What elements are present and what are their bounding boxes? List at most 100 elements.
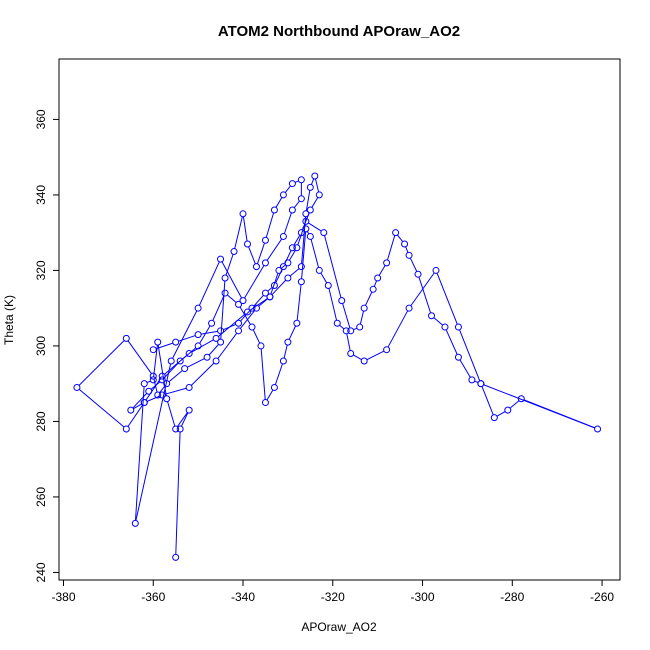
- data-point: [185, 406, 193, 414]
- series-segment: [353, 327, 358, 331]
- data-point: [235, 300, 243, 308]
- series-segment: [284, 185, 291, 193]
- data-point: [158, 372, 166, 380]
- data-point: [302, 225, 310, 233]
- data-point: [158, 376, 166, 384]
- x-axis-label: APOraw_AO2: [301, 620, 377, 634]
- series-segment: [271, 279, 287, 296]
- series-segment: [260, 348, 266, 400]
- data-point: [149, 372, 157, 380]
- data-point: [297, 195, 305, 203]
- series-segment: [387, 310, 409, 348]
- data-point: [176, 357, 184, 365]
- x-tick-label: -280: [500, 590, 524, 604]
- data-point: [517, 395, 525, 403]
- series-segment: [201, 330, 218, 335]
- series-segment: [275, 269, 283, 284]
- x-tick-label: -340: [231, 590, 255, 604]
- series-segment: [405, 246, 409, 253]
- series-segment: [240, 310, 251, 322]
- series-segment: [373, 280, 378, 287]
- data-point: [293, 244, 301, 252]
- series-segment: [481, 386, 494, 416]
- y-tick-label: 240: [34, 562, 48, 582]
- series-segment: [221, 261, 243, 299]
- data-point: [73, 383, 81, 391]
- series-segment: [253, 294, 264, 307]
- data-point: [279, 232, 287, 240]
- data-point: [297, 263, 305, 271]
- data-point: [288, 180, 296, 188]
- series-segment: [353, 354, 362, 360]
- series-segment: [324, 235, 342, 298]
- data-point: [383, 259, 391, 267]
- data-point: [414, 270, 422, 278]
- data-point: [297, 278, 305, 286]
- data-point: [127, 406, 135, 414]
- series-segment: [459, 359, 471, 378]
- data-point: [221, 289, 229, 297]
- data-point: [504, 406, 512, 414]
- data-point: [185, 383, 193, 391]
- series-segment: [288, 250, 296, 261]
- data-point: [311, 172, 319, 180]
- data-point: [212, 334, 220, 342]
- data-point: [468, 376, 476, 384]
- series-segment: [509, 400, 520, 409]
- data-point: [158, 391, 166, 399]
- series-segment: [212, 295, 225, 321]
- x-tick-label: -380: [51, 590, 75, 604]
- series-segment: [217, 332, 238, 359]
- series-segment: [283, 212, 292, 234]
- data-point: [302, 210, 310, 218]
- data-point: [279, 263, 287, 271]
- data-point: [360, 357, 368, 365]
- data-point: [369, 285, 377, 293]
- series-segment: [346, 333, 351, 351]
- x-axis: -380 -360 -340 -320 -300 -280 -260: [51, 580, 614, 604]
- data-point: [252, 263, 260, 271]
- series-segment: [198, 261, 220, 306]
- data-point: [140, 399, 148, 407]
- series-segment: [153, 345, 158, 377]
- series-segment: [248, 246, 256, 265]
- series-segment: [483, 384, 595, 429]
- series-segment: [168, 370, 183, 383]
- data-point: [428, 312, 436, 320]
- data-point: [297, 229, 305, 237]
- series-segment: [187, 358, 205, 368]
- series-segment: [175, 431, 181, 555]
- data-point: [208, 319, 216, 327]
- y-tick-label: 340: [34, 185, 48, 205]
- series-segment: [496, 411, 506, 417]
- series-segment: [146, 395, 160, 402]
- data-point: [315, 266, 323, 274]
- data-point: [477, 380, 485, 388]
- series-segment: [265, 212, 275, 238]
- series-segment: [234, 216, 243, 249]
- series-segment: [242, 216, 248, 242]
- series-segment: [270, 273, 279, 295]
- data-point: [405, 251, 413, 259]
- series-segment: [275, 197, 283, 208]
- data-point: [454, 353, 462, 361]
- data-point: [194, 342, 202, 350]
- series-segment: [191, 339, 214, 353]
- data-point: [239, 210, 247, 218]
- series-segment: [293, 234, 301, 246]
- data-point: [243, 308, 251, 316]
- y-tick-label: 280: [34, 411, 48, 431]
- series-segment: [359, 310, 364, 325]
- data-point: [315, 191, 323, 199]
- series-segment: [418, 276, 432, 314]
- series-segment: [365, 291, 373, 306]
- series-segment: [167, 401, 176, 427]
- data-point: [239, 297, 247, 305]
- data-point: [347, 327, 355, 335]
- series-segment: [249, 298, 268, 311]
- data-point: [270, 206, 278, 214]
- data-point: [145, 387, 153, 395]
- data-point: [306, 183, 314, 191]
- data-point: [594, 425, 602, 433]
- series-segment: [78, 340, 125, 386]
